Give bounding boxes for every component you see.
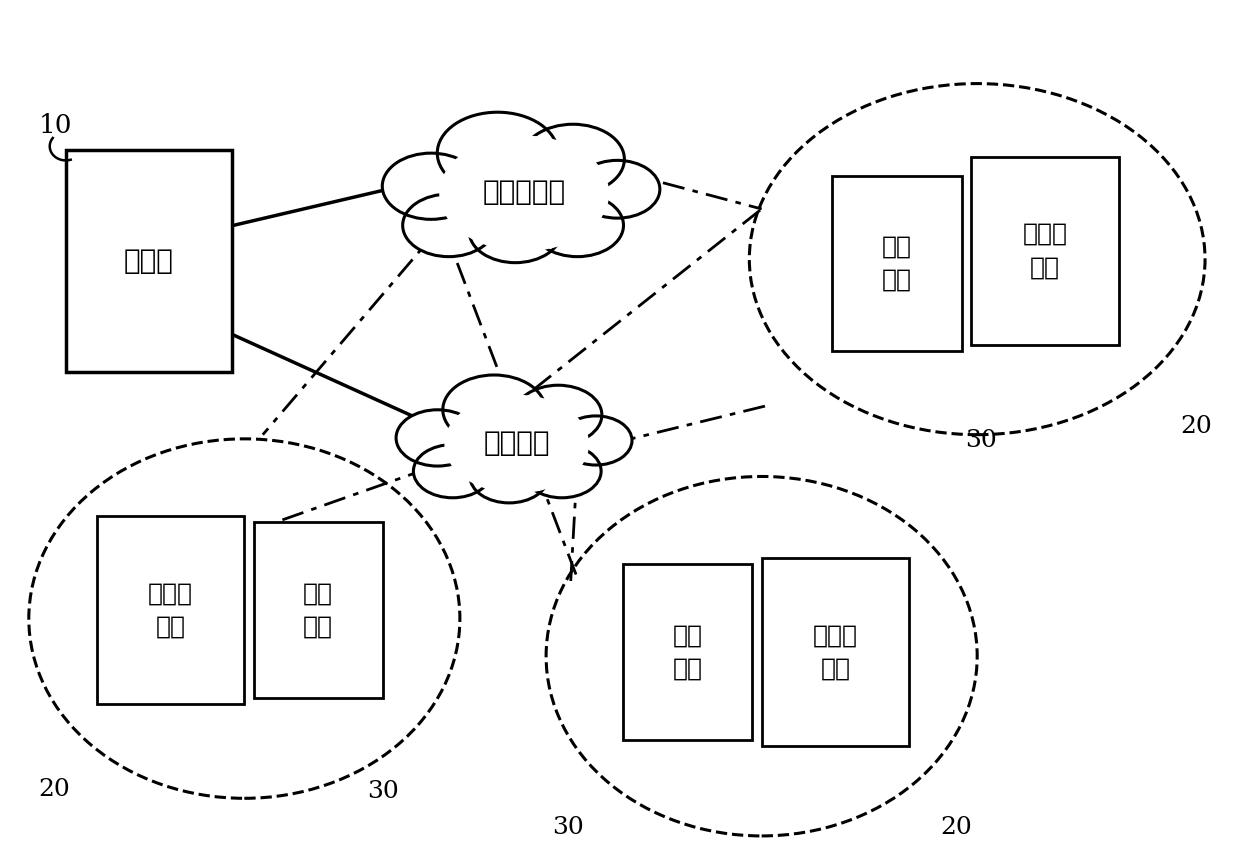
Circle shape bbox=[559, 416, 632, 465]
Text: 20: 20 bbox=[940, 816, 972, 839]
Bar bbox=[253, 523, 383, 698]
Text: 10: 10 bbox=[38, 113, 72, 138]
Circle shape bbox=[396, 409, 479, 466]
Text: 自助投
递箱: 自助投 递箱 bbox=[813, 624, 858, 681]
Text: 自助投
递箱: 自助投 递箱 bbox=[1023, 222, 1068, 279]
Circle shape bbox=[522, 124, 625, 194]
Bar bbox=[622, 564, 753, 739]
Text: 投递箱网络: 投递箱网络 bbox=[482, 179, 565, 206]
Circle shape bbox=[438, 113, 558, 194]
Circle shape bbox=[523, 444, 601, 497]
Text: 终端网络: 终端网络 bbox=[484, 429, 549, 457]
Text: 移动
终端: 移动 终端 bbox=[673, 624, 703, 681]
Bar bbox=[971, 157, 1118, 345]
Text: 20: 20 bbox=[1180, 415, 1213, 438]
Bar bbox=[97, 516, 244, 704]
Circle shape bbox=[531, 194, 624, 256]
Circle shape bbox=[413, 444, 492, 497]
Circle shape bbox=[445, 395, 588, 492]
Circle shape bbox=[382, 153, 480, 219]
Text: 30: 30 bbox=[552, 816, 584, 839]
Circle shape bbox=[470, 450, 548, 503]
Circle shape bbox=[443, 375, 546, 444]
Text: 移动
终端: 移动 终端 bbox=[882, 234, 913, 292]
Text: 30: 30 bbox=[367, 780, 399, 803]
Bar bbox=[832, 175, 962, 351]
Text: 服务器: 服务器 bbox=[124, 247, 174, 275]
Circle shape bbox=[515, 385, 601, 444]
Text: 自助投
递箱: 自助投 递箱 bbox=[148, 581, 193, 639]
Bar bbox=[761, 558, 909, 746]
Bar bbox=[66, 151, 232, 372]
Text: 移动
终端: 移动 终端 bbox=[304, 581, 334, 639]
Text: 20: 20 bbox=[38, 778, 71, 801]
Circle shape bbox=[574, 161, 660, 218]
Circle shape bbox=[440, 136, 609, 250]
Circle shape bbox=[469, 200, 562, 262]
Text: 30: 30 bbox=[965, 429, 997, 452]
Circle shape bbox=[403, 194, 495, 256]
